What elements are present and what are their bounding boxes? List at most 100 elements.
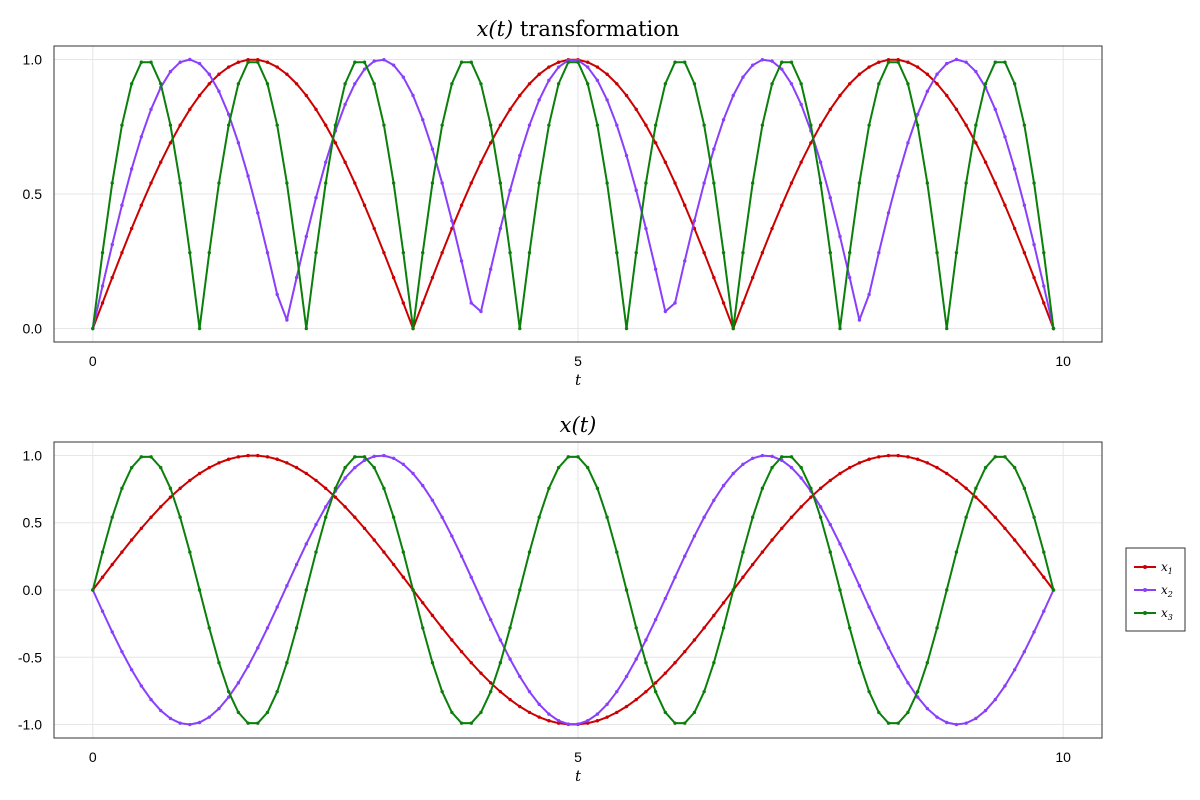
top-chart-point-x2 [663, 309, 668, 314]
top-chart-point-x1 [110, 275, 114, 280]
top-chart-point-x2 [382, 58, 386, 62]
top-chart-point-x2 [644, 226, 648, 231]
top-chart-point-x3 [450, 82, 454, 86]
bottom-chart-points-x2 [91, 453, 1056, 727]
bottom-chart-point-x1 [867, 457, 871, 461]
bottom-chart-point-x1 [518, 704, 522, 709]
top-chart-point-x2 [867, 292, 871, 297]
top-chart-point-x3 [100, 251, 105, 255]
top-chart-point-x2 [586, 65, 590, 69]
top-chart-point-x2 [343, 102, 347, 107]
top-chart-point-x1 [547, 65, 551, 69]
top-chart-point-x3 [731, 326, 735, 331]
bottom-chart-point-x1 [993, 515, 997, 519]
top-chart-point-x1 [246, 58, 250, 62]
bottom-chart-point-x3 [188, 550, 192, 554]
bottom-chart-point-x1 [595, 719, 600, 723]
top-chart-ticks: 0 5 10 0.0 0.5 1.0 [23, 51, 1072, 369]
bottom-chart-point-x3 [770, 465, 774, 470]
top-chart-point-x1 [343, 160, 347, 164]
top-chart-point-x1 [382, 251, 386, 255]
top-chart-point-x2 [653, 267, 658, 271]
top-chart-point-x1 [605, 72, 609, 76]
top-chart-point-x2 [527, 123, 532, 127]
top-chart-point-x1 [702, 251, 706, 255]
bottom-chart-point-x2 [100, 609, 105, 613]
bottom-chart-point-x1 [605, 715, 609, 719]
top-chart-point-x1 [217, 72, 221, 76]
bottom-chart-point-x1 [1042, 575, 1046, 579]
top-chart-point-x1 [168, 141, 173, 145]
bottom-chart-point-x1 [246, 453, 250, 458]
top-chart-point-x3 [683, 60, 687, 64]
top-chart-point-x2 [673, 301, 677, 305]
top-chart-point-x2 [285, 318, 289, 322]
bottom-chart-point-x2 [236, 681, 241, 685]
bottom-chart-point-x1 [750, 562, 755, 567]
top-chart-point-x3 [1051, 326, 1056, 331]
top-chart-point-x1 [663, 160, 668, 164]
top-chart-point-x2 [324, 160, 328, 164]
bottom-chart-point-x3 [100, 550, 105, 554]
top-chart-point-x1 [653, 141, 658, 145]
top-chart-point-x3 [1032, 181, 1036, 185]
bottom-chart-point-x3 [139, 455, 144, 459]
top-chart-point-x2 [702, 181, 706, 185]
top-chart-point-x2 [605, 98, 609, 102]
top-chart-point-x2 [993, 107, 997, 112]
top-chart-point-x3 [867, 123, 871, 127]
bottom-chart-point-x3 [421, 626, 425, 630]
bottom-chart-point-x2 [653, 617, 658, 622]
top-chart-point-x1 [1012, 226, 1017, 231]
bottom-chart-point-x1 [139, 526, 144, 531]
top-chart-point-x1 [275, 65, 279, 69]
top-chart-point-x2 [100, 284, 105, 288]
bottom-chart-frame [53, 441, 1103, 739]
top-chart-point-x1 [857, 72, 862, 76]
bottom-chart-point-x3 [430, 661, 435, 665]
bottom-chart-point-x2 [702, 515, 706, 519]
bottom-chart-point-x1 [721, 601, 726, 605]
top-chart-point-x3 [634, 251, 638, 255]
bottom-chart-point-x1 [974, 495, 978, 499]
bottom-chart-point-x3 [799, 465, 803, 470]
top-chart-point-x1 [915, 65, 920, 69]
bottom-chart-point-x2 [1032, 630, 1036, 634]
bottom-chart-point-x3 [178, 515, 182, 519]
bottom-chart-point-x3 [712, 661, 716, 665]
top-chart-point-x1 [236, 60, 241, 64]
bottom-chart-point-x2 [275, 605, 279, 609]
bottom-chart-grid [54, 442, 1102, 738]
bottom-chart-y-tick-label: 1.0 [23, 447, 43, 463]
bottom-chart-point-x2 [168, 716, 173, 721]
top-chart-point-x2 [857, 318, 862, 322]
bottom-chart-point-x2 [760, 453, 765, 458]
bottom-chart-y-tick-label: -0.5 [18, 649, 42, 665]
bottom-chart-point-x1 [226, 457, 231, 461]
top-chart-point-x3 [362, 60, 367, 64]
top-chart-point-x1 [527, 82, 532, 86]
bottom-chart-point-x2 [120, 649, 124, 654]
top-chart-point-x3 [644, 181, 648, 185]
bottom-chart-point-x1 [159, 505, 163, 509]
bottom-chart-point-x1 [1003, 526, 1007, 531]
bottom-chart-point-x2 [789, 465, 794, 470]
top-chart-point-x1 [624, 93, 629, 98]
bottom-chart-point-x3 [527, 550, 532, 554]
top-chart-point-x2 [1042, 284, 1046, 288]
top-chart-title-math: x(t) [477, 17, 514, 41]
top-chart-point-x2 [547, 78, 551, 83]
top-chart-point-x2 [1022, 203, 1027, 207]
bottom-chart-point-x3 [197, 588, 202, 592]
top-chart-point-x2 [314, 196, 318, 200]
bottom-chart-point-x1 [304, 471, 308, 476]
bottom-chart-x-tick-label: 0 [89, 749, 97, 765]
bottom-chart-point-x3 [595, 486, 600, 491]
bottom-chart-line-x3 [91, 455, 1055, 725]
bottom-chart-point-x3 [925, 661, 930, 665]
top-chart-point-x1 [197, 93, 202, 98]
bottom-chart-point-x3 [518, 588, 522, 592]
bottom-chart-ticks: 0 5 10 -1.0 -0.5 0.0 0.5 1.0 [18, 447, 1071, 765]
bottom-chart-y-tick-label: -1.0 [18, 717, 42, 733]
bottom-chart-point-x2 [644, 638, 648, 642]
